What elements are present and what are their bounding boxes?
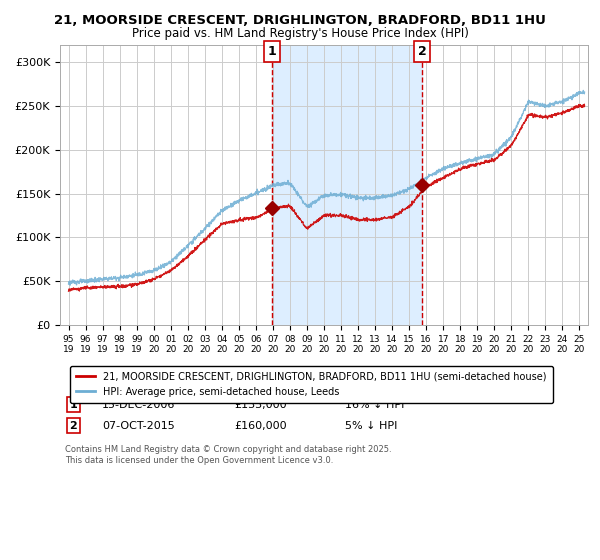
Text: Contains HM Land Registry data © Crown copyright and database right 2025.
This d: Contains HM Land Registry data © Crown c…	[65, 445, 392, 465]
Text: 21, MOORSIDE CRESCENT, DRIGHLINGTON, BRADFORD, BD11 1HU: 21, MOORSIDE CRESCENT, DRIGHLINGTON, BRA…	[54, 14, 546, 27]
Text: 2: 2	[418, 45, 427, 58]
Text: 16% ↓ HPI: 16% ↓ HPI	[345, 400, 404, 409]
Text: 1: 1	[268, 45, 277, 58]
Text: Price paid vs. HM Land Registry's House Price Index (HPI): Price paid vs. HM Land Registry's House …	[131, 27, 469, 40]
Bar	[272, 45, 422, 325]
Text: £160,000: £160,000	[234, 421, 287, 431]
Text: 15-DEC-2006: 15-DEC-2006	[102, 400, 176, 409]
Text: £133,000: £133,000	[234, 400, 287, 409]
Text: 5% ↓ HPI: 5% ↓ HPI	[345, 421, 397, 431]
Text: 07-OCT-2015: 07-OCT-2015	[102, 421, 175, 431]
Text: 1: 1	[70, 400, 77, 409]
Legend: 21, MOORSIDE CRESCENT, DRIGHLINGTON, BRADFORD, BD11 1HU (semi-detached house), H: 21, MOORSIDE CRESCENT, DRIGHLINGTON, BRA…	[70, 366, 553, 403]
Text: 2: 2	[70, 421, 77, 431]
